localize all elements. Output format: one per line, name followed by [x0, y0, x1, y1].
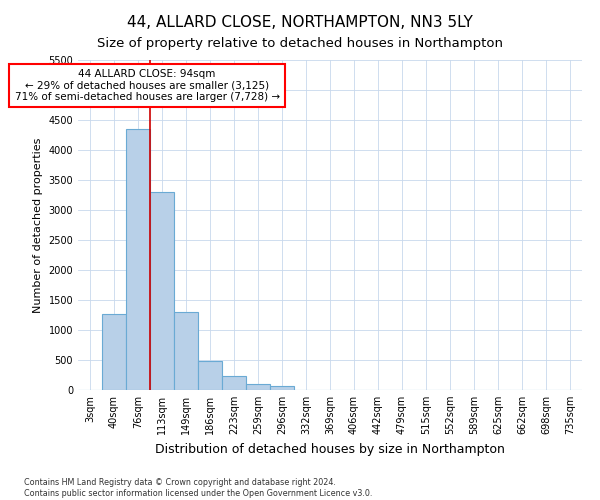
Bar [102, 314, 126, 390]
Bar [150, 192, 174, 390]
Bar [174, 312, 198, 390]
Y-axis label: Number of detached properties: Number of detached properties [33, 138, 43, 312]
Bar [246, 384, 270, 390]
X-axis label: Distribution of detached houses by size in Northampton: Distribution of detached houses by size … [155, 442, 505, 456]
Text: Size of property relative to detached houses in Northampton: Size of property relative to detached ho… [97, 38, 503, 51]
Bar [126, 129, 150, 390]
Bar [270, 386, 294, 390]
Text: Contains HM Land Registry data © Crown copyright and database right 2024.
Contai: Contains HM Land Registry data © Crown c… [24, 478, 373, 498]
Text: 44, ALLARD CLOSE, NORTHAMPTON, NN3 5LY: 44, ALLARD CLOSE, NORTHAMPTON, NN3 5LY [127, 15, 473, 30]
Bar [222, 376, 246, 390]
Text: 44 ALLARD CLOSE: 94sqm
← 29% of detached houses are smaller (3,125)
71% of semi-: 44 ALLARD CLOSE: 94sqm ← 29% of detached… [14, 69, 280, 102]
Bar [198, 361, 222, 390]
